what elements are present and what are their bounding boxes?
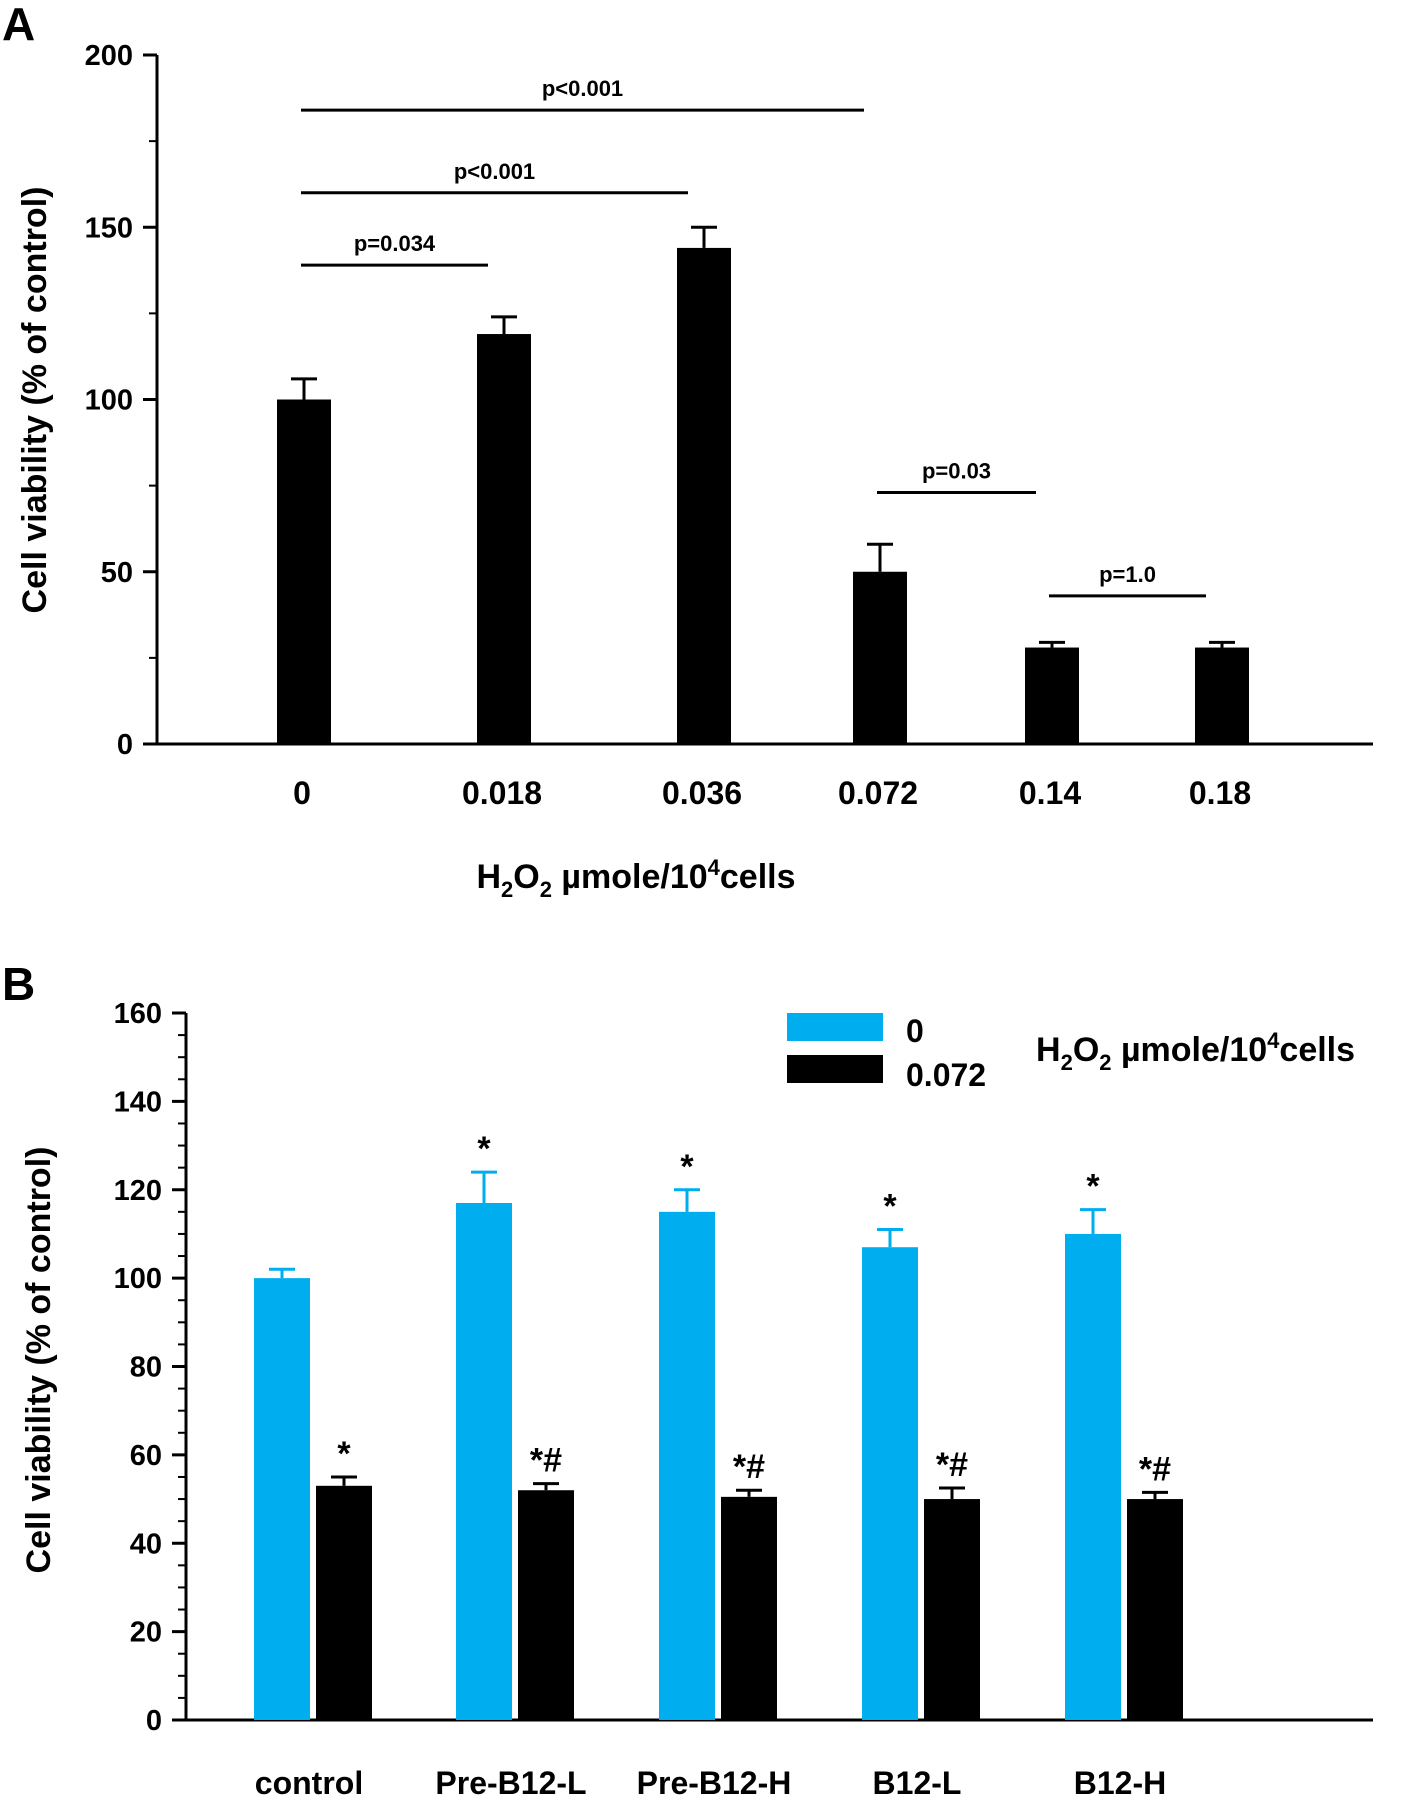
panel-b-x-tick-label: Pre-B12-H xyxy=(637,1765,792,1800)
panel-b-x-tick-label: B12-L xyxy=(873,1765,962,1800)
panel-a-x-tick-label: 0.036 xyxy=(662,775,742,811)
panel-b-bar-h2o2-0 xyxy=(254,1278,310,1720)
panel-a-bar xyxy=(477,334,531,744)
panel-a-y-tick-label: 200 xyxy=(85,40,133,72)
panel-a-y-tick-label: 100 xyxy=(85,385,133,417)
panel-a-p-value: p<0.001 xyxy=(454,159,535,184)
panel-b-significance-mark: *# xyxy=(936,1446,968,1484)
panel-b-x-tick-label: control xyxy=(255,1765,363,1800)
panel-b-bar-h2o2-0072 xyxy=(316,1485,372,1720)
panel-b-bar-h2o2-0 xyxy=(862,1247,918,1720)
panel-b-significance-mark: *# xyxy=(733,1448,765,1486)
panel-a-label: A xyxy=(2,0,35,50)
panel-a-x-tick-label: 0.072 xyxy=(838,775,918,811)
panel-b-significance-mark: * xyxy=(1086,1168,1100,1206)
panel-b-y-tick-label: 140 xyxy=(114,1086,162,1118)
panel-b-bar-h2o2-0072 xyxy=(721,1496,777,1720)
panel-b-y-tick-label: 100 xyxy=(114,1263,162,1295)
legend-label-1: 0.072 xyxy=(906,1057,986,1093)
panel-a-p-value: p<0.001 xyxy=(542,76,623,101)
panel-b-bar-h2o2-0072 xyxy=(924,1499,980,1720)
legend-swatch-0 xyxy=(787,1013,883,1041)
panel-a-y-ticks: 0 50 100 150 200 xyxy=(85,40,157,761)
panel-a: A 0 50 100 150 200 p<0.001 p<0.001 p=0.034 p=0.… xyxy=(2,0,1373,902)
panel-b-y-tick-label: 0 xyxy=(146,1705,162,1737)
panel-a-bar xyxy=(853,571,907,744)
panel-a-bars xyxy=(277,225,1249,745)
panel-a-bar xyxy=(277,399,331,744)
panel-b-y-tick-label: 160 xyxy=(114,998,162,1030)
panel-b-x-tick-label: Pre-B12-L xyxy=(435,1765,586,1800)
panel-b-y-tick-label: 20 xyxy=(130,1617,162,1649)
panel-b-significance-mark: *# xyxy=(1139,1450,1171,1488)
panel-b: B 0 20 40 60 80 100 120 140 160 * * *# * *# * *# * *# co… xyxy=(2,958,1373,1800)
panel-b-y-tick-label: 80 xyxy=(130,1352,162,1384)
panel-a-bar xyxy=(677,247,731,745)
legend-label-0: 0 xyxy=(906,1013,924,1049)
panel-a-x-tick-label: 0.14 xyxy=(1019,775,1081,811)
panel-a-bar xyxy=(1195,647,1249,744)
panel-b-significance-mark: *# xyxy=(530,1442,562,1480)
panel-a-p-value: p=0.03 xyxy=(922,459,991,484)
panel-b-bar-h2o2-0 xyxy=(456,1203,512,1720)
panel-b-significance-mark: * xyxy=(477,1130,491,1168)
panel-b-bar-h2o2-0 xyxy=(659,1211,715,1720)
panel-a-x-tick-label: 0.018 xyxy=(462,775,542,811)
panel-a-x-tick-label: 0.18 xyxy=(1189,775,1251,811)
panel-a-y-tick-label: 50 xyxy=(101,557,133,589)
panel-b-label: B xyxy=(2,958,35,1010)
panel-b-bar-h2o2-0072 xyxy=(518,1490,574,1720)
panel-a-comparisons: p<0.001 p<0.001 p=0.034 p=0.03 p=1.0 xyxy=(301,76,1206,598)
panel-b-x-tick-label: B12-H xyxy=(1074,1765,1166,1800)
legend-swatch-1 xyxy=(787,1055,883,1083)
panel-a-y-tick-label: 150 xyxy=(85,212,133,244)
panel-b-bar-h2o2-0072 xyxy=(1127,1499,1183,1720)
panel-a-x-tick-label: 0 xyxy=(293,775,311,811)
panel-b-y-axis-label: Cell viability (% of control) xyxy=(20,1147,58,1574)
panel-b-significance-mark: * xyxy=(337,1435,351,1473)
panel-b-significance-mark: * xyxy=(680,1148,694,1186)
panel-a-x-axis-label: H2O2 µmole/104cells xyxy=(476,855,795,902)
legend-title: H2O2 µmole/104cells xyxy=(1036,1028,1355,1075)
panel-b-significance-mark: * xyxy=(883,1188,897,1226)
panel-a-x-tick-labels: 0 0.018 0.036 0.072 0.14 0.18 xyxy=(293,775,1251,811)
panel-a-p-value: p=1.0 xyxy=(1099,562,1156,587)
panel-a-bar xyxy=(1025,647,1079,744)
panel-b-y-tick-label: 60 xyxy=(130,1440,162,1472)
panel-b-bars: * * *# * *# * *# * *# xyxy=(254,1130,1183,1720)
panel-a-y-axis-label: Cell viability (% of control) xyxy=(16,187,54,614)
panel-b-y-tick-label: 120 xyxy=(114,1175,162,1207)
panel-a-p-value: p=0.034 xyxy=(354,231,436,256)
panel-b-y-ticks: 0 20 40 60 80 100 120 140 160 xyxy=(114,998,186,1737)
panel-a-y-tick-label: 0 xyxy=(117,729,133,761)
panel-b-x-tick-labels: control Pre-B12-L Pre-B12-H B12-L B12-H xyxy=(255,1765,1166,1800)
panel-b-y-tick-label: 40 xyxy=(130,1528,162,1560)
panel-b-bar-h2o2-0 xyxy=(1065,1233,1121,1720)
legend: 0 0.072 H2O2 µmole/104cells xyxy=(787,1013,1355,1093)
